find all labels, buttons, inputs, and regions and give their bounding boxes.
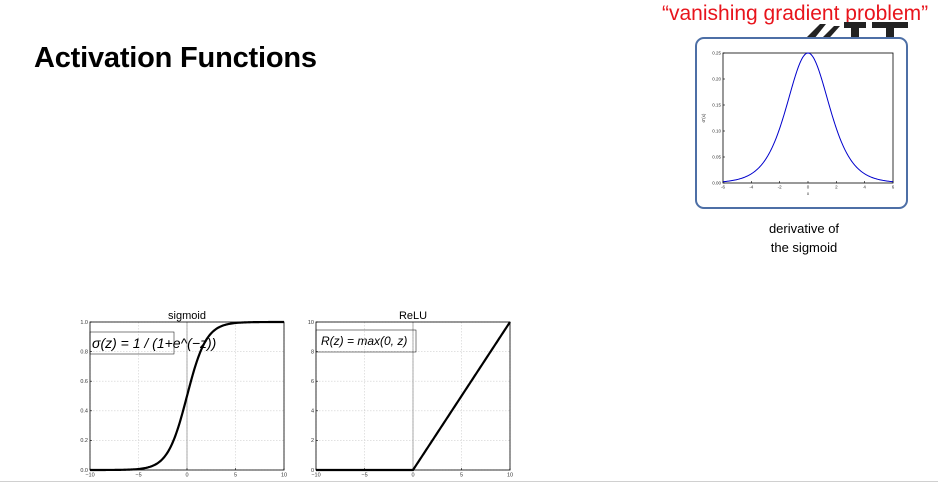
x-tick-label: 10 — [281, 473, 287, 479]
y-tick-label: 0.05 — [712, 155, 721, 160]
y-tick-label: 2 — [311, 438, 314, 444]
x-tick-label: 5 — [234, 473, 237, 479]
x-tick-label: 6 — [892, 185, 895, 190]
chart-title: ReLU — [399, 310, 427, 322]
sigmoid-formula: σ(z) = 1 / (1+e^(−z)) — [92, 335, 216, 351]
y-axis-label: σ'(x) — [701, 113, 706, 122]
y-tick-label: 0.15 — [712, 103, 721, 108]
x-tick-label: 2 — [835, 185, 838, 190]
x-tick-label: −10 — [311, 473, 320, 479]
caption-line-2: the sigmoid — [770, 240, 838, 255]
sigmoid-formula-box — [89, 331, 175, 355]
y-tick-label: 0.0 — [80, 468, 88, 474]
y-tick-label: 10 — [308, 320, 314, 326]
x-tick-label: 0 — [807, 185, 810, 190]
sigmoid-derivative-box: -6 -4 -2 0 2 4 6 0.00 0.05 0.10 0.15 0.20 0.25 x σ'(x) — [695, 37, 908, 209]
x-tick-label: −10 — [85, 473, 94, 479]
y-tick-label: 0.2 — [80, 438, 88, 444]
slide-title: Activation Functions — [34, 42, 317, 74]
y-tick-label: 0.10 — [712, 129, 721, 134]
x-tick-label: −5 — [361, 473, 367, 479]
y-tick-label: 0.4 — [80, 409, 88, 415]
vanishing-gradient-note: “vanishing gradient problem” — [662, 2, 929, 25]
y-tick-label: 4 — [311, 409, 314, 415]
relu-formula-box — [315, 329, 417, 353]
x-tick-label: -2 — [778, 185, 782, 190]
y-tick-label: 8 — [311, 349, 314, 355]
x-axis-label: x — [807, 191, 810, 196]
series-line — [90, 320, 284, 472]
sigmoid-derivative-chart: -6 -4 -2 0 2 4 6 0.00 0.05 0.10 0.15 0.20 0.25 x σ'(x) — [701, 51, 895, 197]
series-line — [316, 321, 511, 472]
series-line — [722, 52, 894, 183]
relu-chart: −10 −5 0 5 10 0 2 4 6 8 10 ReLU R(z) = max(0, z) — [308, 310, 513, 479]
chart-title: sigmoid — [168, 310, 206, 322]
y-tick-label: 6 — [311, 379, 314, 385]
relu-formula: R(z) = max(0, z) — [321, 334, 407, 348]
y-tick-label: 1.0 — [80, 320, 88, 326]
x-tick-label: 5 — [460, 473, 463, 479]
sigmoid-chart: −10 −5 0 5 10 0.0 0.2 0.4 0.6 0.8 1.0 sigmoid σ(z) =… — [80, 310, 287, 479]
y-tick-label: 0 — [311, 468, 314, 474]
x-tick-label: -4 — [749, 185, 753, 190]
x-tick-label: 0 — [185, 473, 188, 479]
x-tick-label: 10 — [507, 473, 513, 479]
y-tick-label: 0.20 — [712, 77, 721, 82]
y-tick-label: 0.6 — [80, 379, 88, 385]
plot-frame — [722, 52, 894, 184]
x-tick-label: −5 — [135, 473, 141, 479]
y-tick-label: 0.00 — [712, 181, 721, 186]
footer-divider — [0, 481, 938, 482]
y-tick-label: 0.25 — [712, 51, 721, 56]
derivative-caption: derivative of the sigmoid — [738, 219, 870, 257]
x-tick-label: 0 — [411, 473, 414, 479]
y-tick-label: 0.8 — [80, 349, 88, 355]
x-tick-label: -6 — [721, 185, 725, 190]
x-tick-label: 4 — [863, 185, 866, 190]
caption-line-1: derivative of — [768, 221, 840, 236]
